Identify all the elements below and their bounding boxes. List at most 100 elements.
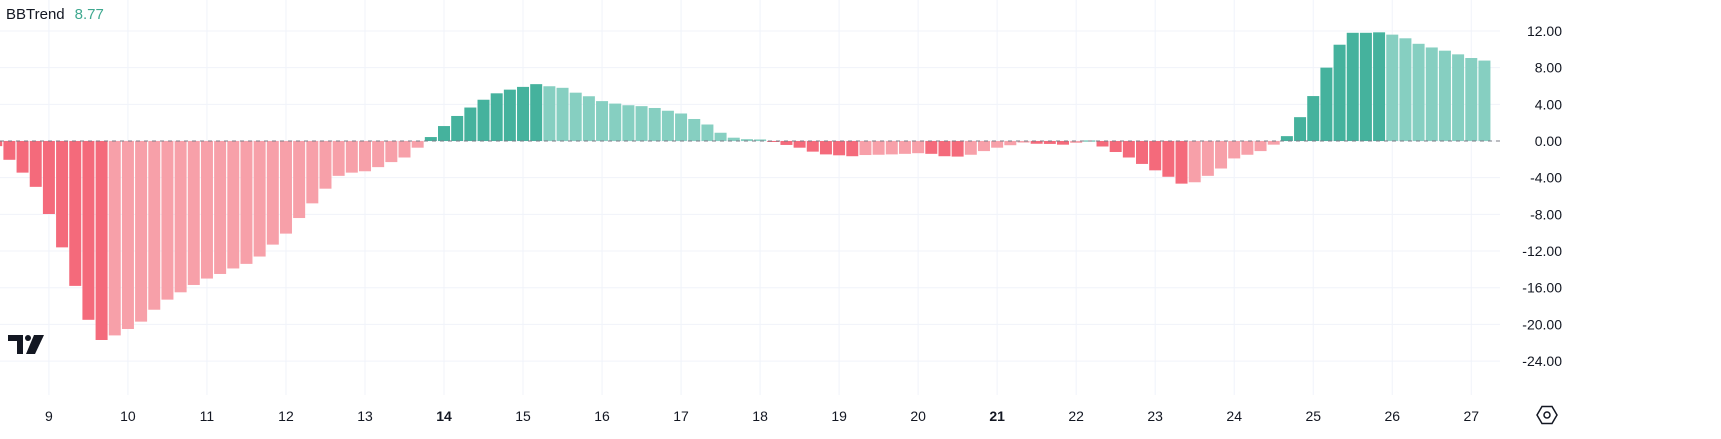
x-tick-label: 24 xyxy=(1226,408,1242,424)
histogram-bar xyxy=(332,141,345,176)
x-tick-label: 12 xyxy=(278,408,294,424)
histogram-bar xyxy=(1254,141,1267,152)
histogram-bar xyxy=(372,141,385,168)
histogram-bar xyxy=(1149,141,1162,171)
y-tick-label: -16.00 xyxy=(1522,280,1562,296)
histogram-bar xyxy=(951,141,964,157)
histogram-bar xyxy=(253,141,266,257)
histogram-bar xyxy=(938,141,951,157)
histogram-bar xyxy=(1201,141,1214,176)
histogram-bar xyxy=(1412,43,1425,141)
histogram-bar xyxy=(846,141,859,157)
x-tick-label: 13 xyxy=(357,408,373,424)
histogram-bar xyxy=(1267,141,1280,145)
histogram-bar xyxy=(596,101,609,141)
histogram-bar xyxy=(1320,67,1333,141)
x-tick-label: 16 xyxy=(594,408,610,424)
indicator-value: 8.77 xyxy=(74,6,104,23)
histogram-bar xyxy=(517,86,530,141)
histogram-bar xyxy=(727,137,740,141)
histogram-bar xyxy=(1162,141,1175,177)
x-tick-label: 25 xyxy=(1305,408,1321,424)
histogram-bar xyxy=(714,132,727,141)
histogram-bar xyxy=(398,141,411,158)
histogram-bar xyxy=(1030,141,1043,144)
histogram-bar xyxy=(806,141,819,152)
y-tick-label: -24.00 xyxy=(1522,353,1562,369)
histogram-bar xyxy=(1136,141,1149,164)
histogram-bar xyxy=(240,141,253,264)
y-tick-label: -8.00 xyxy=(1530,206,1562,222)
histogram-bar xyxy=(569,92,582,141)
histogram-bar xyxy=(214,141,227,274)
y-tick-label: 12.00 xyxy=(1527,23,1562,39)
histogram-bar xyxy=(293,141,306,219)
histogram-bar xyxy=(925,141,938,154)
histogram-bar xyxy=(912,141,925,154)
histogram-bar xyxy=(991,141,1004,148)
y-tick-label: 4.00 xyxy=(1535,96,1562,112)
histogram-bar xyxy=(411,141,424,148)
histogram-bar xyxy=(767,141,780,142)
x-tick-label: 19 xyxy=(831,408,847,424)
histogram-bar xyxy=(29,141,42,187)
histogram-bar xyxy=(701,124,714,141)
histogram-bar xyxy=(438,126,451,141)
histogram-bar xyxy=(345,141,358,173)
histogram-bar xyxy=(543,86,556,141)
histogram-bar xyxy=(1241,141,1254,155)
histogram-bar xyxy=(675,113,688,141)
histogram-bar xyxy=(0,141,3,147)
histogram-bar xyxy=(661,110,674,141)
histogram-bar xyxy=(833,141,846,156)
x-tick-label: 14 xyxy=(436,408,452,424)
settings-icon[interactable] xyxy=(1536,404,1558,426)
y-tick-label: -20.00 xyxy=(1522,316,1562,332)
tradingview-logo[interactable] xyxy=(8,335,46,355)
histogram-bar xyxy=(1478,60,1491,141)
histogram-bar xyxy=(306,141,319,204)
histogram-bar xyxy=(1109,141,1122,153)
histogram-bar xyxy=(424,137,437,141)
x-tick-label: 10 xyxy=(120,408,136,424)
histogram-bar xyxy=(964,141,977,155)
x-tick-label: 23 xyxy=(1147,408,1163,424)
histogram-bar xyxy=(16,141,29,173)
histogram-bar xyxy=(859,141,872,156)
histogram-bar xyxy=(1425,47,1438,141)
histogram-bar xyxy=(451,115,464,141)
histogram-bar xyxy=(977,141,990,152)
histogram-bar xyxy=(872,141,885,155)
histogram-bar xyxy=(1452,54,1465,141)
indicator-legend[interactable]: BBTrend 8.77 xyxy=(6,6,104,23)
histogram-bar xyxy=(1346,32,1359,141)
histogram-bar xyxy=(279,141,292,234)
histogram-bar xyxy=(135,141,148,322)
histogram-bar xyxy=(1043,141,1056,144)
histogram-bar xyxy=(1399,38,1412,141)
histogram-bar xyxy=(174,141,187,293)
histogram-bar xyxy=(1215,141,1228,169)
histogram-bar xyxy=(227,141,240,269)
histogram-bar xyxy=(1465,58,1478,141)
histogram-bar xyxy=(95,141,108,340)
histogram-bar xyxy=(200,141,213,279)
histogram-bar xyxy=(1373,32,1386,142)
histogram-bar xyxy=(1280,136,1293,141)
x-tick-label: 21 xyxy=(989,408,1005,424)
histogram-bar xyxy=(82,141,95,320)
histogram-bar xyxy=(266,141,279,245)
histogram-bar xyxy=(477,99,490,141)
histogram-bar xyxy=(148,141,161,310)
histogram-bar xyxy=(503,89,516,141)
histogram-bar xyxy=(385,141,398,163)
histogram-bar xyxy=(1294,117,1307,141)
x-tick-label: 17 xyxy=(673,408,689,424)
histogram-bar xyxy=(648,107,661,141)
histogram-bar xyxy=(1188,141,1201,183)
histogram-bar xyxy=(1307,96,1320,141)
histogram-bar xyxy=(1386,34,1399,141)
histogram-bar xyxy=(1122,141,1135,158)
histogram-bar xyxy=(1333,44,1346,142)
